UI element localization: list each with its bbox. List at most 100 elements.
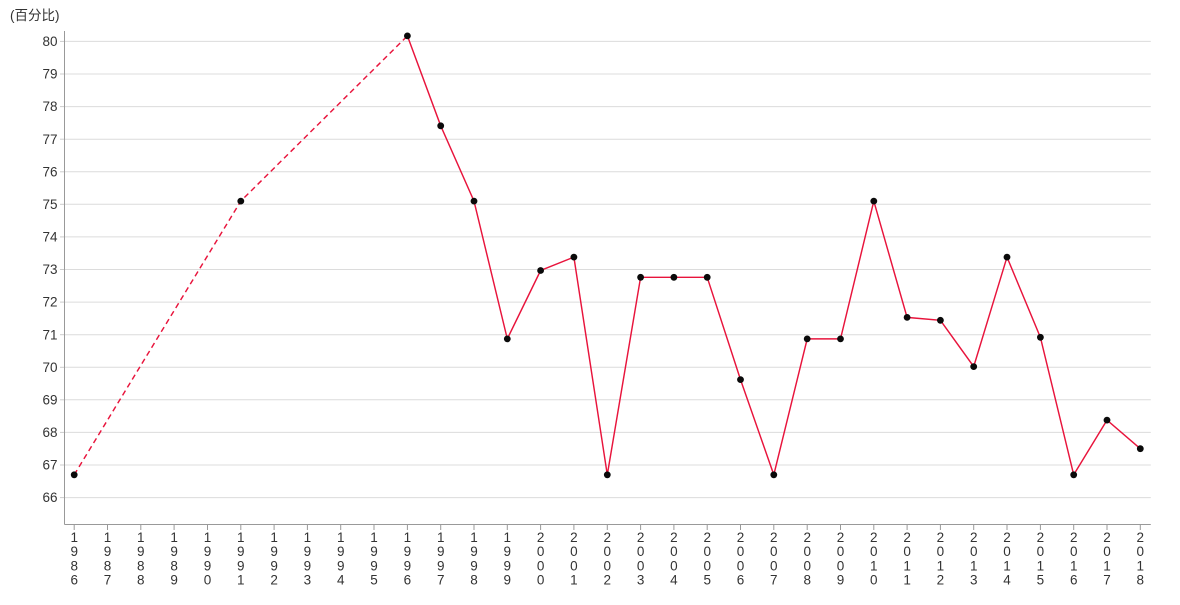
svg-text:1: 1 [1103, 558, 1111, 573]
svg-text:2: 2 [837, 530, 845, 545]
svg-text:5: 5 [1037, 573, 1045, 588]
svg-text:0: 0 [837, 558, 845, 573]
svg-text:3: 3 [637, 573, 645, 588]
svg-text:3: 3 [304, 573, 312, 588]
svg-text:9: 9 [137, 544, 145, 559]
svg-text:0: 0 [604, 544, 612, 559]
svg-text:4: 4 [670, 573, 678, 588]
svg-text:2: 2 [803, 530, 811, 545]
svg-text:9: 9 [404, 558, 412, 573]
svg-text:3: 3 [970, 573, 978, 588]
svg-text:1: 1 [1137, 558, 1145, 573]
svg-text:2: 2 [1137, 530, 1145, 545]
svg-text:2: 2 [604, 530, 612, 545]
svg-text:9: 9 [70, 544, 78, 559]
svg-text:0: 0 [204, 573, 212, 588]
svg-text:0: 0 [1103, 544, 1111, 559]
svg-text:9: 9 [837, 573, 845, 588]
svg-text:9: 9 [170, 544, 178, 559]
svg-text:2: 2 [770, 530, 778, 545]
svg-text:2: 2 [570, 530, 578, 545]
svg-text:0: 0 [770, 558, 778, 573]
svg-text:0: 0 [1003, 544, 1011, 559]
svg-text:9: 9 [204, 544, 212, 559]
svg-text:9: 9 [370, 544, 378, 559]
svg-text:66: 66 [42, 490, 57, 505]
svg-text:9: 9 [470, 558, 478, 573]
svg-text:1: 1 [137, 530, 145, 545]
svg-text:76: 76 [42, 164, 57, 179]
svg-text:9: 9 [470, 544, 478, 559]
svg-text:2: 2 [937, 573, 945, 588]
svg-text:1: 1 [470, 530, 478, 545]
svg-text:2: 2 [903, 530, 911, 545]
svg-text:0: 0 [703, 558, 711, 573]
svg-text:0: 0 [803, 544, 811, 559]
svg-text:9: 9 [437, 558, 445, 573]
svg-text:2: 2 [537, 530, 545, 545]
svg-text:1: 1 [970, 558, 978, 573]
svg-text:0: 0 [837, 544, 845, 559]
svg-text:2: 2 [604, 573, 612, 588]
svg-text:8: 8 [70, 558, 78, 573]
svg-text:1: 1 [404, 530, 412, 545]
svg-text:2: 2 [1037, 530, 1045, 545]
svg-text:9: 9 [270, 558, 278, 573]
svg-text:8: 8 [104, 558, 112, 573]
svg-text:1: 1 [937, 558, 945, 573]
svg-text:1: 1 [870, 558, 878, 573]
svg-text:72: 72 [42, 295, 57, 310]
svg-text:1: 1 [903, 573, 911, 588]
svg-text:9: 9 [270, 544, 278, 559]
svg-text:4: 4 [337, 573, 345, 588]
svg-text:78: 78 [42, 99, 57, 114]
svg-text:0: 0 [737, 558, 745, 573]
svg-text:0: 0 [970, 544, 978, 559]
svg-text:9: 9 [170, 573, 178, 588]
svg-text:1: 1 [570, 573, 578, 588]
svg-text:6: 6 [70, 573, 78, 588]
svg-text:0: 0 [870, 573, 878, 588]
svg-text:1: 1 [337, 530, 345, 545]
svg-text:2: 2 [637, 530, 645, 545]
svg-text:0: 0 [637, 544, 645, 559]
svg-text:2: 2 [937, 530, 945, 545]
svg-text:1: 1 [1037, 558, 1045, 573]
svg-text:74: 74 [42, 230, 58, 245]
svg-text:1: 1 [504, 530, 512, 545]
svg-text:4: 4 [1003, 573, 1011, 588]
svg-text:80: 80 [42, 34, 57, 49]
svg-text:1: 1 [104, 530, 112, 545]
svg-text:7: 7 [1103, 573, 1111, 588]
svg-text:1: 1 [204, 530, 212, 545]
svg-text:0: 0 [670, 558, 678, 573]
svg-text:2: 2 [737, 530, 745, 545]
svg-text:9: 9 [437, 544, 445, 559]
svg-text:1: 1 [237, 573, 245, 588]
svg-text:7: 7 [437, 573, 445, 588]
svg-text:1: 1 [170, 530, 178, 545]
svg-text:0: 0 [870, 544, 878, 559]
svg-text:7: 7 [104, 573, 112, 588]
svg-text:8: 8 [803, 573, 811, 588]
svg-text:9: 9 [404, 544, 412, 559]
svg-text:(百分比): (百分比) [10, 8, 60, 23]
svg-text:9: 9 [204, 558, 212, 573]
svg-text:75: 75 [42, 197, 57, 212]
svg-text:2: 2 [670, 530, 678, 545]
svg-text:69: 69 [42, 392, 57, 407]
svg-text:73: 73 [42, 262, 57, 277]
svg-text:8: 8 [470, 573, 478, 588]
svg-text:6: 6 [1070, 573, 1078, 588]
svg-text:9: 9 [337, 544, 345, 559]
svg-text:70: 70 [42, 360, 57, 375]
svg-text:67: 67 [42, 458, 57, 473]
svg-text:9: 9 [237, 558, 245, 573]
svg-text:1: 1 [1070, 558, 1078, 573]
svg-text:1: 1 [237, 530, 245, 545]
svg-text:0: 0 [770, 544, 778, 559]
svg-text:0: 0 [637, 558, 645, 573]
svg-text:0: 0 [803, 558, 811, 573]
svg-text:6: 6 [737, 573, 745, 588]
svg-text:0: 0 [570, 558, 578, 573]
